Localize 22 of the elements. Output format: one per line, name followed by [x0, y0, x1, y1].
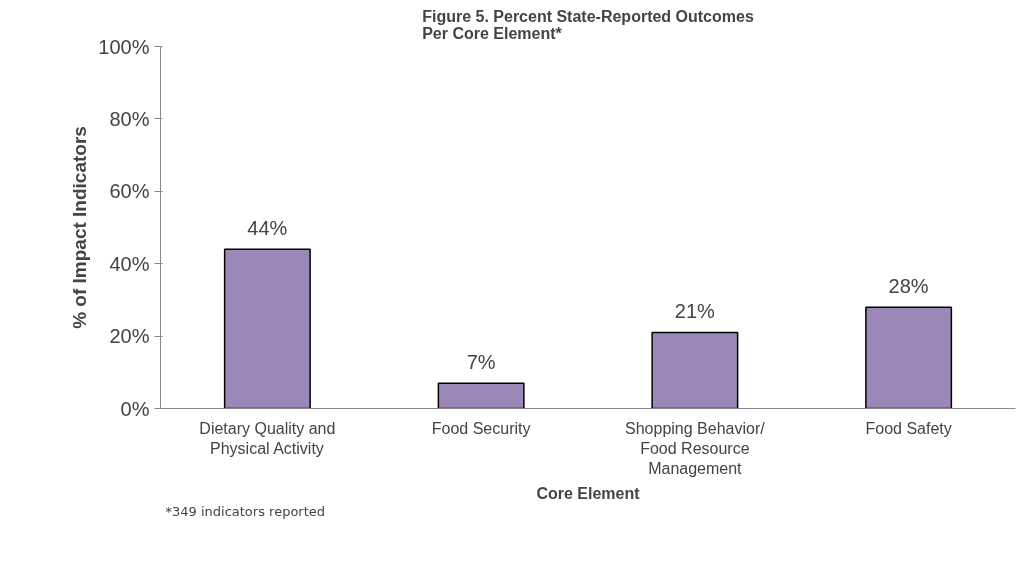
y-tick-label: 20% — [109, 325, 150, 348]
data-label: 28% — [888, 275, 929, 298]
x-tick-label: Food Safety — [865, 419, 952, 437]
y-tick-label: 40% — [109, 252, 150, 275]
data-label: 21% — [674, 300, 716, 323]
bar — [223, 248, 311, 409]
chart-title: Figure 5. Percent State-Reported Outcomes Per Core Element* — [422, 7, 754, 42]
data-label: 7% — [466, 351, 496, 374]
x-tick-label: Shopping Behavior/ Food Resource Management — [625, 419, 766, 478]
y-tick-label: 0% — [120, 397, 150, 420]
x-axis-title: Core Element — [536, 485, 641, 503]
y-axis-title: % of Impact Indicators — [69, 126, 91, 329]
bar — [865, 306, 953, 409]
y-tick-label: 100% — [98, 35, 150, 58]
x-tick-label: Food Security — [431, 419, 531, 437]
x-tick-label: Dietary Quality and Physical Activity — [199, 419, 336, 457]
bar — [651, 331, 739, 409]
y-tick-label: 80% — [109, 107, 150, 130]
y-tick-label: 60% — [109, 180, 150, 203]
data-label: 44% — [247, 217, 288, 240]
bar — [437, 382, 525, 409]
text: *349 indicators reported — [165, 503, 326, 519]
